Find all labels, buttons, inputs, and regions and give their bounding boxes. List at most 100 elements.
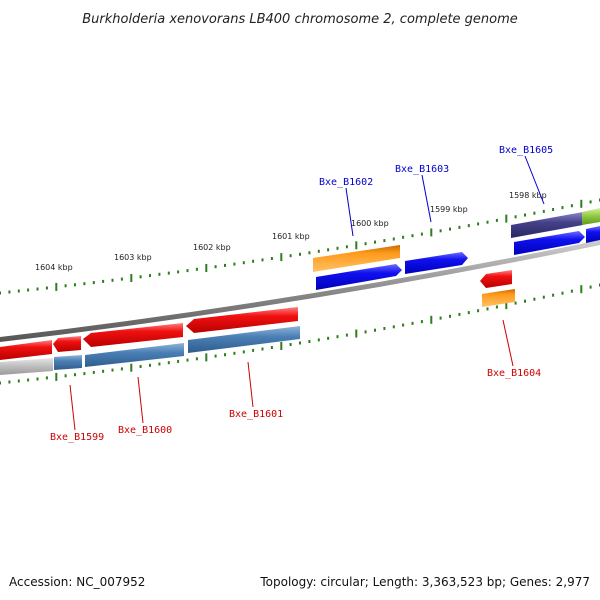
- outer-minor-tick: [261, 258, 264, 262]
- outer-minor-tick: [458, 225, 461, 229]
- outer-minor-tick: [83, 282, 86, 286]
- feature-purple-b1605[interactable]: [511, 212, 583, 238]
- inner-major-tick: [430, 315, 433, 324]
- inner-minor-tick: [74, 373, 76, 377]
- scale-label-1600-kbp: 1600 kbp: [351, 219, 389, 228]
- inner-minor-tick: [0, 381, 1, 385]
- scale-label-1602-kbp: 1602 kbp: [193, 243, 231, 252]
- inner-minor-tick: [120, 367, 123, 371]
- outer-major-tick: [205, 264, 208, 272]
- gene-bxe-b1605-arrow[interactable]: [514, 231, 585, 255]
- inner-minor-tick: [589, 285, 592, 289]
- inner-major-tick: [505, 301, 508, 310]
- outer-minor-tick: [486, 220, 489, 224]
- outer-minor-tick: [542, 209, 545, 213]
- leader-line-bxe-b1603: [421, 174, 432, 223]
- inner-minor-tick: [495, 305, 498, 309]
- gene-bxe-b1600-arrow[interactable]: [83, 323, 183, 347]
- gene-label-bxe-b1599[interactable]: Bxe_B1599: [50, 432, 104, 443]
- gene-label-bxe-b1600[interactable]: Bxe_B1600: [118, 425, 172, 436]
- gene-bxe-b1599b-arrow[interactable]: [53, 336, 81, 352]
- map-title: Burkholderia xenovorans LB400 chromosome…: [82, 12, 518, 27]
- scale-label-1599-kbp: 1599 kbp: [430, 205, 468, 214]
- outer-minor-tick: [139, 275, 142, 279]
- inner-minor-tick: [149, 363, 151, 367]
- feature-orange-b1604[interactable]: [482, 289, 515, 307]
- inner-minor-tick: [411, 321, 414, 325]
- outer-minor-tick: [120, 277, 123, 281]
- inner-minor-tick: [36, 377, 39, 381]
- outer-minor-tick: [0, 291, 1, 295]
- feature-steelblue-1[interactable]: [54, 355, 82, 370]
- outer-minor-tick: [392, 237, 395, 241]
- feature-orange-b1602[interactable]: [313, 245, 400, 272]
- outer-minor-tick: [177, 270, 180, 274]
- gene-label-bxe-b1601[interactable]: Bxe_B1601: [229, 409, 283, 420]
- outer-minor-tick: [64, 284, 67, 288]
- gene-bxe-b1602-arrow[interactable]: [316, 264, 402, 290]
- gene-label-bxe-b1604[interactable]: Bxe_B1604: [487, 368, 541, 379]
- inner-minor-tick: [64, 374, 67, 378]
- feature-green-b1605[interactable]: [582, 208, 600, 225]
- gene-label-bxe-b1603[interactable]: Bxe_B1603: [395, 164, 449, 175]
- outer-minor-tick: [186, 269, 189, 273]
- leader-line-bxe-b1602: [345, 187, 354, 237]
- outer-minor-tick: [74, 283, 76, 287]
- outer-minor-tick: [524, 213, 526, 217]
- inner-minor-tick: [8, 380, 11, 384]
- outer-minor-tick: [364, 242, 367, 246]
- outer-minor-tick: [149, 274, 151, 278]
- gene-label-bxe-b1602[interactable]: Bxe_B1602: [319, 177, 373, 188]
- outer-minor-tick: [467, 224, 470, 228]
- inner-major-tick: [580, 285, 583, 294]
- gene-label-bxe-b1605[interactable]: Bxe_B1605: [499, 145, 553, 156]
- outer-minor-tick: [242, 261, 245, 265]
- inner-minor-tick: [392, 325, 395, 329]
- gene-bxe-b1601-arrow[interactable]: [186, 307, 298, 333]
- outer-major-tick: [55, 282, 58, 291]
- inner-minor-tick: [224, 353, 226, 357]
- inner-minor-tick: [270, 346, 273, 349]
- feature-gray-left[interactable]: [0, 358, 53, 375]
- inner-minor-tick: [158, 362, 161, 366]
- outer-minor-tick: [214, 265, 217, 269]
- inner-minor-tick: [111, 368, 114, 372]
- scale-labels: 1604 kbp 1603 kbp 1602 kbp 1601 kbp 1600…: [35, 191, 547, 272]
- inner-minor-tick: [570, 289, 573, 293]
- outer-minor-tick: [411, 234, 414, 238]
- gene-bxe-b1604-arrow[interactable]: [480, 270, 512, 288]
- outer-minor-tick: [317, 249, 320, 253]
- feature-steelblue-3[interactable]: [188, 326, 300, 353]
- inner-minor-tick: [83, 372, 86, 376]
- outer-minor-tick: [233, 262, 236, 266]
- inner-minor-tick: [364, 330, 367, 334]
- outer-minor-tick: [449, 227, 451, 231]
- outer-minor-tick: [439, 229, 442, 233]
- scale-ticks-inner: [0, 283, 600, 385]
- gene-bxe-b1599-arrow[interactable]: [0, 340, 52, 360]
- outer-minor-tick: [36, 287, 39, 291]
- outer-minor-tick: [17, 289, 20, 293]
- inner-minor-tick: [242, 350, 245, 354]
- outer-minor-tick: [8, 290, 11, 294]
- outer-major-tick: [580, 199, 583, 208]
- outer-minor-tick: [270, 257, 273, 260]
- outer-minor-tick: [420, 232, 423, 236]
- outer-major-tick: [505, 214, 508, 223]
- gene-next-forward-arrow[interactable]: [586, 226, 600, 243]
- outer-minor-tick: [167, 271, 170, 275]
- inner-minor-tick: [45, 376, 48, 380]
- outer-minor-tick: [111, 278, 114, 282]
- gene-bxe-b1603-arrow[interactable]: [405, 252, 468, 274]
- feature-steelblue-2[interactable]: [85, 343, 184, 367]
- outer-minor-tick: [561, 206, 564, 210]
- inner-minor-tick: [214, 354, 217, 358]
- inner-minor-tick: [252, 348, 255, 352]
- inner-minor-tick: [514, 301, 517, 305]
- inner-minor-tick: [17, 379, 20, 383]
- outer-major-tick: [130, 274, 133, 282]
- outer-minor-tick: [195, 267, 198, 271]
- inner-minor-tick: [486, 307, 489, 311]
